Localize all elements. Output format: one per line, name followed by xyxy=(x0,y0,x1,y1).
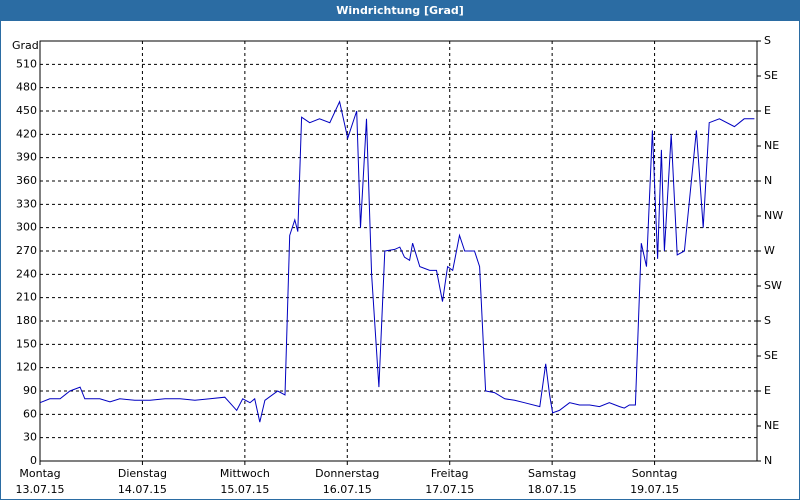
x-tick-date: 16.07.15 xyxy=(323,483,372,496)
y-tick-label: 390 xyxy=(16,151,37,164)
y-tick-label: 120 xyxy=(16,361,37,374)
x-tick-date: 13.07.15 xyxy=(16,483,65,496)
x-tick-date: 14.07.15 xyxy=(118,483,167,496)
y2-tick-label: SE xyxy=(764,69,778,82)
y-tick-label: 270 xyxy=(16,244,37,257)
x-tick-date: 17.07.15 xyxy=(425,483,474,496)
x-tick-label: Sonntag xyxy=(632,467,678,480)
y-tick-label: 150 xyxy=(16,337,37,350)
x-tick-label: Samstag xyxy=(528,467,576,480)
y-tick-label: 420 xyxy=(16,127,37,140)
chart-title: Windrichtung [Grad] xyxy=(336,4,464,17)
y-tick-label: 300 xyxy=(16,221,37,234)
y2-tick-label: NE xyxy=(764,139,779,152)
y-tick-label: 360 xyxy=(16,174,37,187)
data-line xyxy=(39,100,755,423)
y-tick-label: 90 xyxy=(23,384,37,397)
title-bar xyxy=(0,0,800,21)
y-tick-label: 180 xyxy=(16,314,37,327)
y-tick-label: 510 xyxy=(16,57,37,70)
y2-tick-label: S xyxy=(764,314,771,327)
y2-tick-label: SE xyxy=(764,349,778,362)
y-axis-label: Grad xyxy=(12,39,39,52)
y2-tick-label: W xyxy=(764,244,775,257)
y2-tick-label: N xyxy=(764,174,772,187)
x-tick-label: Donnerstag xyxy=(315,467,379,480)
y2-tick-label: SW xyxy=(764,279,782,292)
x-tick-label: Mittwoch xyxy=(220,467,270,480)
y-tick-label: 480 xyxy=(16,81,37,94)
x-tick-date: 19.07.15 xyxy=(630,483,679,496)
x-tick-date: 15.07.15 xyxy=(220,483,269,496)
y-tick-label: 330 xyxy=(16,197,37,210)
y2-tick-label: S xyxy=(764,34,771,47)
y2-tick-label: N xyxy=(764,454,772,467)
y-tick-label: 450 xyxy=(16,104,37,117)
x-tick-label: Freitag xyxy=(431,467,469,480)
y2-tick-label: E xyxy=(764,384,771,397)
y-tick-label: 30 xyxy=(23,431,37,444)
y-tick-label: 210 xyxy=(16,291,37,304)
y-tick-label: 0 xyxy=(30,454,37,467)
y2-tick-label: NW xyxy=(764,209,783,222)
y-tick-label: 240 xyxy=(16,267,37,280)
x-tick-label: Dienstag xyxy=(118,467,167,480)
x-tick-label: Montag xyxy=(19,467,60,480)
y2-tick-label: NE xyxy=(764,419,779,432)
y-tick-label: 60 xyxy=(23,407,37,420)
y2-tick-label: E xyxy=(764,104,771,117)
x-tick-date: 18.07.15 xyxy=(528,483,577,496)
plot-border xyxy=(39,40,758,462)
